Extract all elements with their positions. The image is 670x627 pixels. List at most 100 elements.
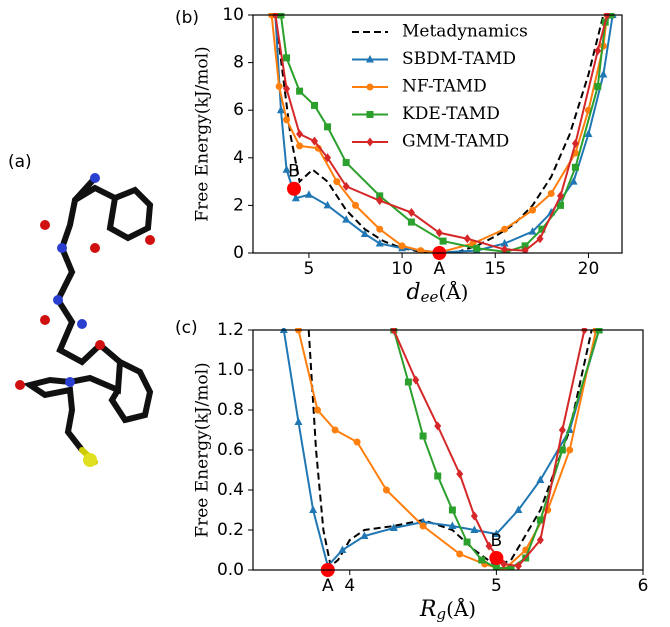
x-label-unit: (Å) xyxy=(438,279,468,304)
series-line xyxy=(307,329,593,568)
marker xyxy=(304,190,313,198)
y-tick-label: 0 xyxy=(233,243,244,263)
marker xyxy=(311,136,318,146)
marker xyxy=(514,561,522,570)
marker xyxy=(501,225,509,233)
marker xyxy=(538,225,546,233)
marker xyxy=(376,192,384,200)
marker xyxy=(296,87,304,95)
axes-frame xyxy=(252,329,644,571)
marker xyxy=(463,538,471,546)
marker xyxy=(448,506,456,514)
plot-area xyxy=(268,13,617,253)
marker xyxy=(407,218,415,226)
marker xyxy=(283,84,291,94)
x-tick-label: 6 xyxy=(638,576,649,596)
marker xyxy=(536,535,544,545)
legend-label: NF-TAMD xyxy=(402,77,487,97)
x-axis-label: dee(Å) xyxy=(407,279,469,307)
marker xyxy=(323,200,332,209)
x-label-symbol: d xyxy=(407,280,421,305)
marker xyxy=(536,234,544,244)
marker xyxy=(366,111,374,118)
marker xyxy=(338,545,347,553)
marker xyxy=(296,142,304,150)
marker xyxy=(536,475,545,483)
marker xyxy=(366,83,374,91)
y-tick-label: 0.0 xyxy=(217,560,244,580)
marker xyxy=(571,139,579,149)
marker xyxy=(331,426,339,434)
marker xyxy=(607,13,615,19)
marker xyxy=(501,244,509,253)
marker xyxy=(584,129,593,137)
marker xyxy=(470,525,479,533)
marker xyxy=(324,153,332,163)
x-tick-label: 20 xyxy=(578,259,600,279)
panel-label: (b) xyxy=(175,8,199,28)
chart: (b) 0 2 4 6 8 10 5 10 15 20 A B Free Energy(kJ/mol) de… xyxy=(175,5,623,307)
molecule xyxy=(22,175,154,465)
marker xyxy=(342,215,351,223)
marker xyxy=(275,82,283,90)
y-axis-label: Free Energy(kJ/mol) xyxy=(193,362,213,537)
marker xyxy=(324,123,332,131)
marker xyxy=(478,556,486,564)
y-tick-label: 10 xyxy=(222,5,244,25)
x-label-subscript: ee xyxy=(421,288,439,306)
marker xyxy=(456,550,464,558)
marker xyxy=(571,163,579,171)
point xyxy=(287,181,301,196)
marker xyxy=(279,328,288,333)
panel-label: (c) xyxy=(175,318,198,338)
x-axis-label: Rg(Å) xyxy=(419,596,476,624)
marker xyxy=(566,446,574,454)
marker xyxy=(434,472,442,480)
series-line xyxy=(297,329,598,570)
x-label-unit: (Å) xyxy=(446,596,476,621)
legend-label: SBDM-TAMD xyxy=(402,49,516,69)
series-line xyxy=(392,329,586,568)
point-label: B xyxy=(288,162,300,182)
marker xyxy=(360,229,369,237)
legend-label: Metadynamics xyxy=(402,22,528,42)
marker xyxy=(507,564,515,570)
marker xyxy=(599,70,608,78)
marker xyxy=(417,247,425,253)
marker xyxy=(473,244,481,252)
marker xyxy=(407,208,415,218)
marker xyxy=(376,196,384,206)
marker xyxy=(536,516,544,524)
marker xyxy=(485,541,493,551)
marker xyxy=(309,505,318,513)
marker xyxy=(276,105,285,114)
marker xyxy=(547,190,555,197)
marker xyxy=(569,177,578,185)
marker xyxy=(352,201,359,209)
x-tick-label: 15 xyxy=(484,259,506,279)
legend-label: GMM-TAMD xyxy=(402,132,509,152)
marker xyxy=(283,116,291,124)
marker xyxy=(470,511,478,521)
marker xyxy=(528,227,537,235)
marker xyxy=(439,237,447,245)
point-label: B xyxy=(491,531,503,551)
y-tick-label: 0.2 xyxy=(217,520,244,540)
x-tick-label: 5 xyxy=(491,576,502,596)
marker xyxy=(283,54,291,62)
marker xyxy=(594,82,602,90)
y-tick-label: 6 xyxy=(233,100,244,120)
marker xyxy=(314,406,322,414)
y-tick-label: 4 xyxy=(233,148,244,168)
marker xyxy=(342,181,350,191)
marker xyxy=(342,159,350,167)
marker xyxy=(558,446,566,454)
y-tick-label: 8 xyxy=(233,53,244,73)
marker xyxy=(434,421,442,431)
marker xyxy=(389,523,398,531)
marker xyxy=(375,238,384,247)
point-label: A xyxy=(322,576,334,596)
marker xyxy=(419,432,427,440)
chart: (c) 0.0 0.2 0.4 0.6 0.8 1.0 1.2 4 5 6 A B Free Energy… xyxy=(175,318,648,623)
